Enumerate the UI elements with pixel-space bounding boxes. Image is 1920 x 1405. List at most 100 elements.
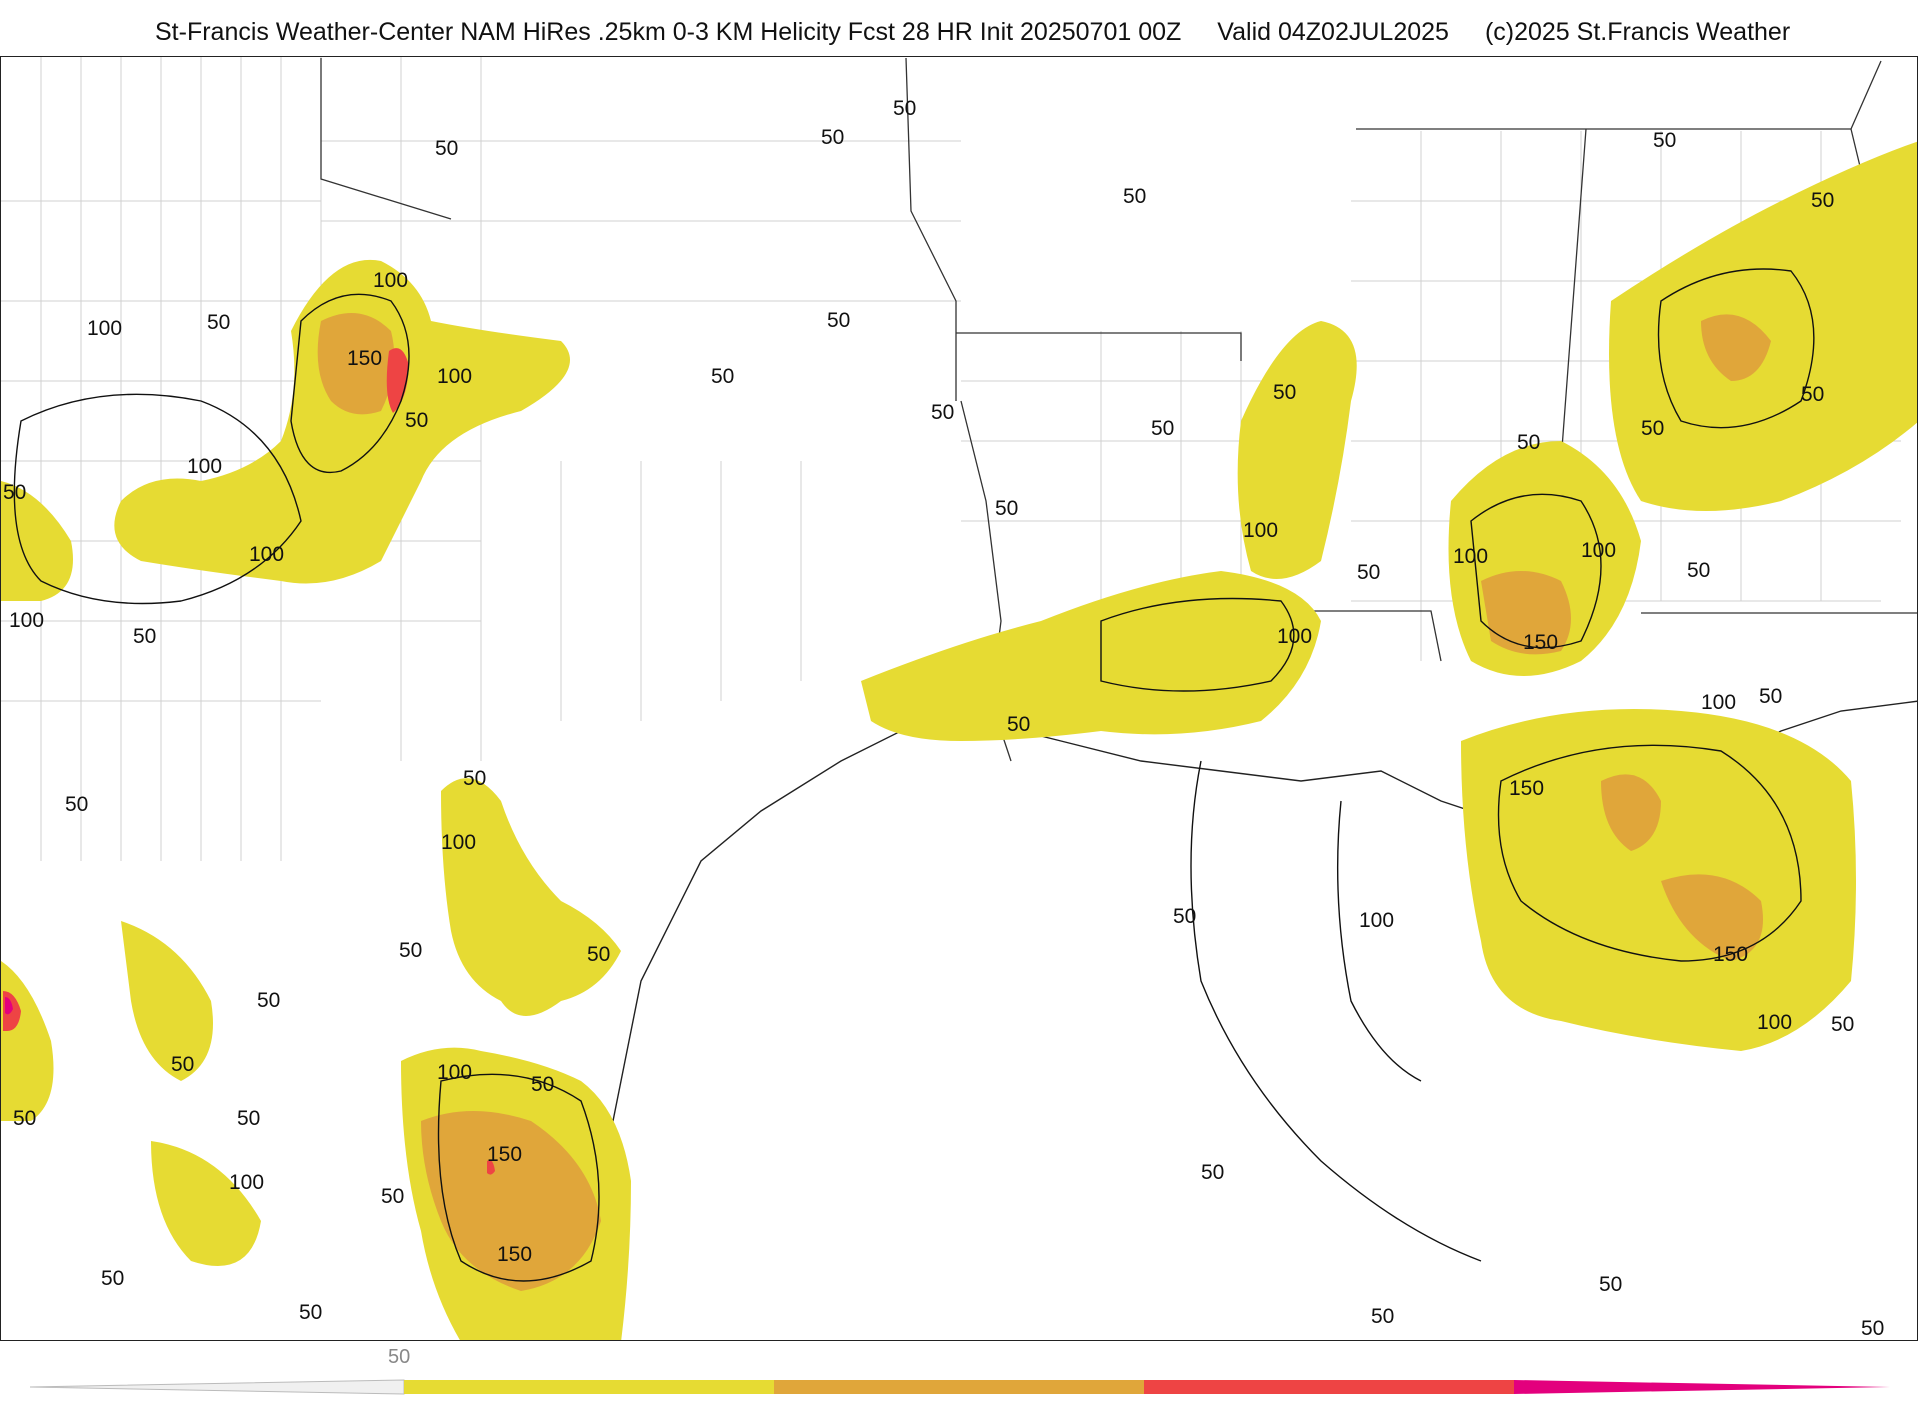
- colorbar-segment-50: [404, 1380, 774, 1394]
- contour-label: 50: [13, 1107, 36, 1130]
- contour-label: 50: [1831, 1013, 1854, 1036]
- shade-50-texas-panhandle: [114, 259, 571, 584]
- shade-100-gulf-1: [1601, 774, 1661, 851]
- contour-label: 50: [1007, 713, 1030, 736]
- contour-label: 150: [347, 347, 382, 370]
- copyright: (c)2025 St.Francis Weather: [1484, 18, 1791, 46]
- contour-label: 100: [1277, 625, 1312, 648]
- contour-label: 50: [1201, 1161, 1224, 1184]
- contour-label: 50: [1517, 431, 1540, 454]
- valid-time: Valid 04Z02JUL2025: [1217, 18, 1449, 46]
- colorbar-segment-150: [1144, 1380, 1514, 1394]
- contour-label: 100: [1581, 539, 1616, 562]
- contour-label: 50: [405, 409, 428, 432]
- contour-label: 50: [1811, 189, 1834, 212]
- shade-50-arkansas-band: [1237, 321, 1357, 579]
- contour-labels: 50 50 50 50 50 50 50 50 50 50 50 50 50 5…: [3, 97, 1884, 1340]
- contour-label: 150: [1523, 631, 1558, 654]
- contour-label: 50: [207, 311, 230, 334]
- shade-50-gulf: [1461, 709, 1856, 1051]
- contour-label: 50: [1641, 417, 1664, 440]
- shade-100-panhandle: [317, 313, 395, 415]
- contour-label: 50: [1371, 1305, 1394, 1328]
- contour-label: 150: [1509, 777, 1544, 800]
- contour-label: 50: [1759, 685, 1782, 708]
- shade-100-alabama: [1701, 314, 1771, 381]
- contour-label: 100: [249, 543, 284, 566]
- helicity-shade-150: [3, 348, 495, 1175]
- contour-label: 50: [399, 939, 422, 962]
- contour-label: 50: [3, 481, 26, 504]
- contour-label: 50: [827, 309, 850, 332]
- contour-label: 50: [1273, 381, 1296, 404]
- contour-label: 50: [1687, 559, 1710, 582]
- contour-label: 100: [87, 317, 122, 340]
- contour-label: 100: [1701, 691, 1736, 714]
- contour-label: 50: [1599, 1273, 1622, 1296]
- colorbar-svg: [29, 1379, 1890, 1395]
- contour-label: 50: [1123, 185, 1146, 208]
- contour-label: 50: [381, 1185, 404, 1208]
- shade-50-central-texas: [441, 778, 621, 1016]
- contour-label: 50: [237, 1107, 260, 1130]
- contour-label: 50: [101, 1267, 124, 1290]
- shade-100-south-texas: [421, 1111, 601, 1291]
- contour-label: 50: [893, 97, 916, 120]
- map-frame: 50 50 50 50 50 50 50 50 50 50 50 50 50 5…: [0, 56, 1918, 1341]
- contour-label: 50: [1861, 1317, 1884, 1340]
- contour-label: 50: [133, 625, 156, 648]
- contour-label: 100: [1243, 519, 1278, 542]
- contour-label: 50: [299, 1301, 322, 1324]
- shade-100-gulf-2: [1661, 874, 1763, 961]
- contour-label: 100: [1757, 1011, 1792, 1034]
- shade-50-alabama-georgia: [1609, 141, 1917, 511]
- contour-label: 50: [1357, 561, 1380, 584]
- shade-50-west-edge: [1, 481, 73, 601]
- contour-label: 50: [257, 989, 280, 1012]
- contour-label: 50: [1653, 129, 1676, 152]
- contour-label: 150: [1713, 943, 1748, 966]
- contour-label: 100: [187, 455, 222, 478]
- helicity-contours: [13, 268, 1815, 1282]
- header: St-Francis Weather-Center NAM HiRes .25k…: [0, 0, 1920, 56]
- contour-label: 150: [487, 1143, 522, 1166]
- helicity-shade-100: [317, 313, 1771, 1291]
- shade-150-south-texas: [487, 1160, 495, 1175]
- shade-50-mexico: [1, 921, 261, 1266]
- contour-label: 100: [437, 1061, 472, 1084]
- contour-label: 50: [1801, 383, 1824, 406]
- contour-label: 50: [1173, 905, 1196, 928]
- title-text: St-Francis Weather-Center NAM HiRes .25k…: [155, 18, 1182, 46]
- contour-label: 50: [435, 137, 458, 160]
- shade-150-panhandle: [386, 348, 409, 413]
- contour-label: 100: [373, 269, 408, 292]
- colorbar: [0, 1340, 1920, 1400]
- contour-label: 50: [711, 365, 734, 388]
- shade-50-louisiana-band: [861, 571, 1321, 741]
- map-title: St-Francis Weather-Center NAM HiRes .25k…: [155, 18, 1826, 47]
- contour-label: 100: [9, 609, 44, 632]
- contour-label: 100: [1359, 909, 1394, 932]
- colorbar-tick-label: 50: [388, 1346, 411, 1368]
- contour-label: 50: [65, 793, 88, 816]
- contour-label: 50: [171, 1053, 194, 1076]
- contour-label: 50: [463, 767, 486, 790]
- contour-label: 50: [995, 497, 1018, 520]
- contour-label: 50: [931, 401, 954, 424]
- contour-label: 100: [1453, 545, 1488, 568]
- contour-label: 50: [1151, 417, 1174, 440]
- helicity-shade-50: [1, 141, 1917, 1340]
- colorbar-low-wedge: [29, 1379, 405, 1395]
- helicity-map: 50 50 50 50 50 50 50 50 50 50 50 50 50 5…: [1, 57, 1917, 1340]
- shade-100-mississippi: [1481, 571, 1571, 655]
- colorbar-segment-100: [774, 1380, 1144, 1394]
- colorbar-segment-200: [1514, 1380, 1890, 1394]
- contour-label: 50: [587, 943, 610, 966]
- shade-200-mexico: [5, 997, 13, 1015]
- contour-label: 150: [497, 1243, 532, 1266]
- contour-label: 100: [437, 365, 472, 388]
- contour-label: 100: [441, 831, 476, 854]
- contour-label: 50: [821, 126, 844, 149]
- contour-label: 50: [531, 1073, 554, 1096]
- contour-label: 100: [229, 1171, 264, 1194]
